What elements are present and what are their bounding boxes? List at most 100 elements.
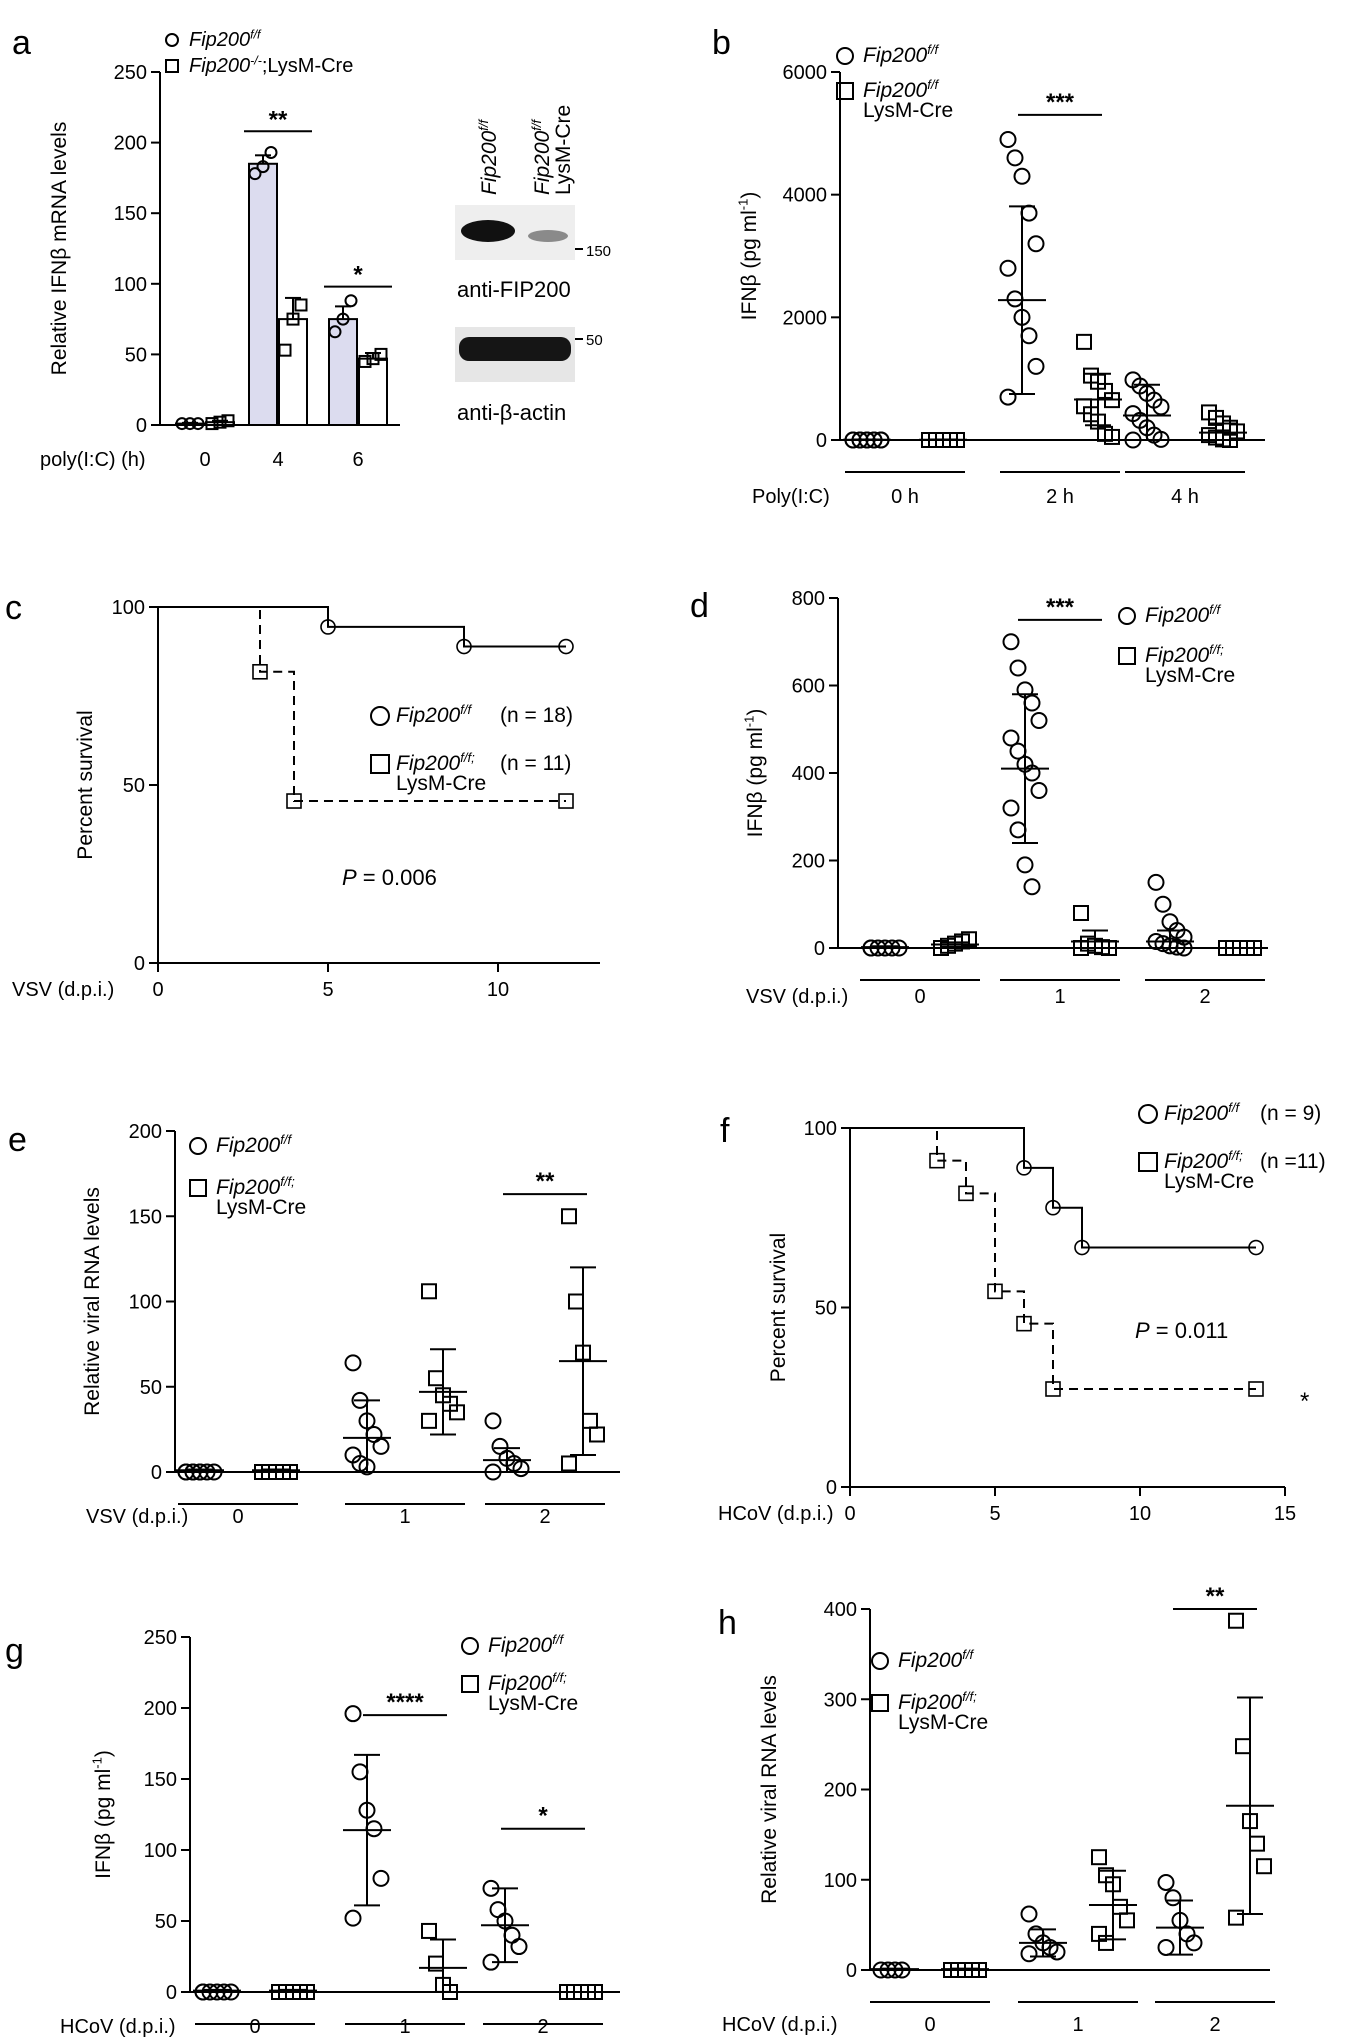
group-label: 0 xyxy=(249,2016,260,2037)
data-point xyxy=(1002,799,1020,817)
blot-band xyxy=(528,230,568,242)
data-point xyxy=(1030,782,1048,799)
censor-marker xyxy=(1016,1315,1032,1332)
y-axis-label-text: IFNβ (pg ml xyxy=(738,210,761,320)
bar xyxy=(205,421,235,426)
y-axis-label-end: ) xyxy=(92,1750,115,1757)
data-point xyxy=(1027,235,1045,253)
censor-marker xyxy=(286,793,302,809)
group-label: 0 xyxy=(924,2014,935,2036)
data-point xyxy=(1030,712,1048,729)
blot-band xyxy=(461,220,515,242)
data-point xyxy=(366,352,380,366)
censor-marker xyxy=(958,1185,974,1202)
y-tick-label: 250 xyxy=(144,1627,177,1649)
y-tick-label: 0 xyxy=(814,938,825,960)
data-point xyxy=(1112,1898,1128,1915)
y-axis-label: Relative viral RNA levels xyxy=(758,1675,781,1904)
group-label: 0 xyxy=(914,986,925,1008)
data-point xyxy=(1104,428,1120,445)
legend-label: LysM-Cre xyxy=(1164,1170,1254,1193)
legend-n: (n = 9) xyxy=(1260,1102,1321,1125)
x-axis-label: HCoV (d.p.i.) xyxy=(722,2014,838,2036)
x-axis-label: VSV (d.p.i.) xyxy=(746,986,848,1008)
y-tick-label: 400 xyxy=(824,1599,857,1621)
data-point xyxy=(294,298,308,312)
legend-genotype: Fip200 xyxy=(1145,644,1210,667)
legend-marker xyxy=(871,1652,889,1670)
legend-label: Fip200f/f; xyxy=(488,1670,567,1695)
legend-marker xyxy=(1118,647,1136,665)
data-point xyxy=(205,417,219,431)
y-axis-label-sup: -1 xyxy=(742,716,757,728)
data-point xyxy=(191,417,205,431)
group-label: 2 xyxy=(539,1506,550,1528)
legend-label: LysM-Cre xyxy=(898,1711,988,1734)
significance-label: ** xyxy=(1206,1583,1225,1610)
data-point xyxy=(213,415,227,429)
panel-label: e xyxy=(8,1121,27,1159)
data-point xyxy=(1228,1909,1244,1926)
panel-label: c xyxy=(5,589,22,627)
blot-antibody-label: anti-FIP200 xyxy=(457,277,571,302)
y-tick-label: 200 xyxy=(129,1121,162,1143)
legend-genotype: Fip200 xyxy=(216,1176,281,1199)
legend-superscript: f/f xyxy=(280,1132,292,1147)
legend-marker xyxy=(1138,1152,1158,1172)
legend-genotype: Fip200 xyxy=(863,79,928,102)
data-point xyxy=(1020,327,1038,345)
data-point xyxy=(1076,333,1092,350)
data-point xyxy=(1013,167,1031,185)
data-point xyxy=(561,1208,577,1225)
legend-superscript: f/f; xyxy=(1209,642,1224,657)
y-tick-label: 2000 xyxy=(783,307,828,329)
data-point xyxy=(374,347,388,361)
y-tick-label: 100 xyxy=(804,1118,837,1140)
legend-marker xyxy=(189,1137,207,1155)
legend-genotype: Fip200 xyxy=(898,1691,963,1714)
legend-superscript: f/f; xyxy=(962,1689,977,1704)
legend-marker xyxy=(461,1675,479,1693)
y-tick-label: 200 xyxy=(824,1780,857,1802)
y-axis-label-text: Relative viral RNA levels xyxy=(758,1675,781,1904)
data-point xyxy=(999,388,1017,406)
y-tick-label: 0 xyxy=(136,415,147,437)
censor-marker xyxy=(558,793,574,809)
data-point xyxy=(484,1412,502,1430)
data-point xyxy=(999,259,1017,277)
legend-marker xyxy=(165,33,179,47)
y-axis-label: Percent survival xyxy=(767,1233,790,1382)
significance-label: **** xyxy=(386,1689,424,1716)
group-label: 0 h xyxy=(891,486,919,508)
data-point xyxy=(336,312,350,326)
legend-marker xyxy=(461,1637,479,1655)
y-tick-label: 250 xyxy=(114,62,147,84)
legend-n: (n = 11) xyxy=(500,752,571,775)
legend-marker xyxy=(836,47,854,65)
data-point xyxy=(372,1869,390,1887)
significance-label: *** xyxy=(1046,89,1075,116)
legend-genotype: Fip200 xyxy=(189,55,250,77)
y-tick-label: 0 xyxy=(151,1462,162,1484)
data-point xyxy=(1164,1889,1182,1907)
group-label: 2 xyxy=(1199,986,1210,1008)
data-point xyxy=(582,1412,598,1429)
p-value-number: = 0.006 xyxy=(357,865,437,890)
group-label: 2 xyxy=(1209,2014,1220,2036)
data-point xyxy=(1256,1858,1272,1875)
y-tick-label: 0 xyxy=(826,1477,837,1499)
blot-lane-label: LysM-Cre xyxy=(552,105,575,195)
legend-superscript: f/f; xyxy=(460,750,475,765)
panel-c: c Percent survival 0 50 100 0 5 10 VSV (d.p.i.) F… xyxy=(5,589,600,1001)
data-point xyxy=(1002,633,1020,651)
data-point xyxy=(512,1460,530,1478)
data-point xyxy=(1157,1873,1175,1891)
data-point xyxy=(1020,204,1038,222)
data-point xyxy=(358,354,372,368)
data-point xyxy=(421,1412,437,1429)
significance-label: * xyxy=(538,1803,548,1830)
y-axis-label-text: IFNβ (pg ml xyxy=(92,1769,115,1879)
y-tick-label: 6000 xyxy=(783,62,828,84)
p-value-letter: P xyxy=(1135,1318,1150,1343)
